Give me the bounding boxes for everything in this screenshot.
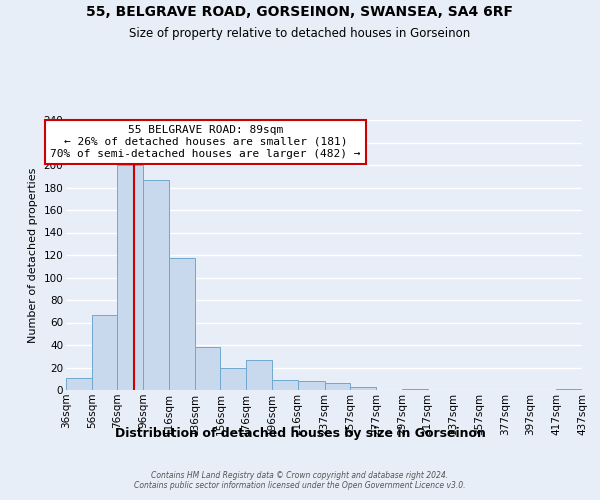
Bar <box>143 180 169 390</box>
Bar <box>350 386 376 390</box>
Text: Size of property relative to detached houses in Gorseinon: Size of property relative to detached ho… <box>130 28 470 40</box>
Bar <box>402 389 428 390</box>
Bar <box>194 347 220 390</box>
Bar <box>66 378 92 390</box>
Text: Distribution of detached houses by size in Gorseinon: Distribution of detached houses by size … <box>115 428 485 440</box>
Bar <box>325 383 350 390</box>
Bar <box>118 165 143 390</box>
Text: 55, BELGRAVE ROAD, GORSEINON, SWANSEA, SA4 6RF: 55, BELGRAVE ROAD, GORSEINON, SWANSEA, S… <box>86 5 514 19</box>
Bar <box>556 389 582 390</box>
Bar <box>220 368 246 390</box>
Bar <box>272 380 298 390</box>
Bar <box>92 314 118 390</box>
Bar <box>298 381 325 390</box>
Bar <box>169 258 194 390</box>
Bar <box>246 360 272 390</box>
Text: Contains HM Land Registry data © Crown copyright and database right 2024.
Contai: Contains HM Land Registry data © Crown c… <box>134 470 466 490</box>
Text: 55 BELGRAVE ROAD: 89sqm
← 26% of detached houses are smaller (181)
70% of semi-d: 55 BELGRAVE ROAD: 89sqm ← 26% of detache… <box>50 126 361 158</box>
Y-axis label: Number of detached properties: Number of detached properties <box>28 168 38 342</box>
